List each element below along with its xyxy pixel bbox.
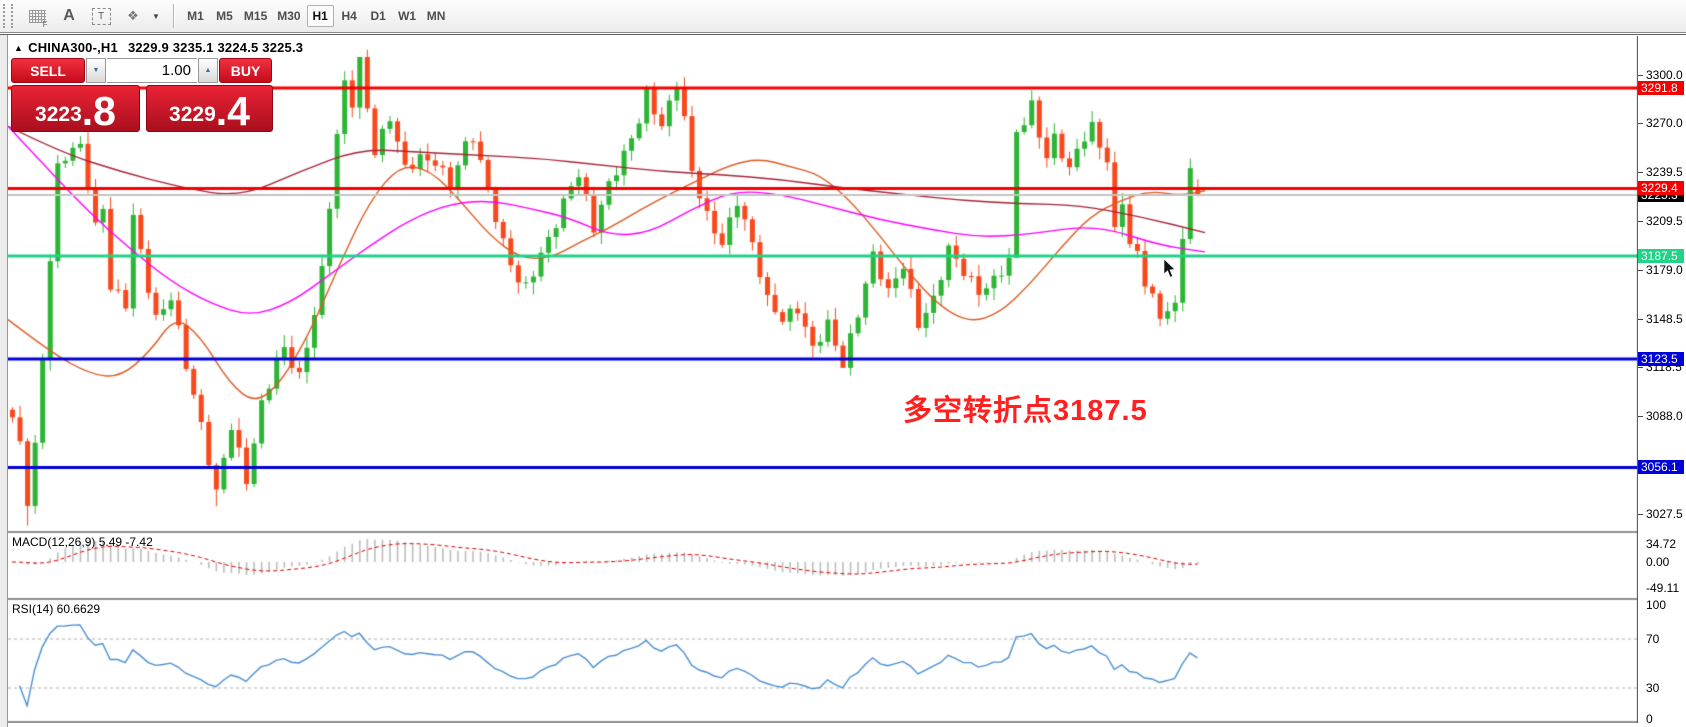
price-tick-label: 3270.0 — [1638, 116, 1683, 131]
timeframe-group: M1 M5 M15 M30 H1 H4 D1 W1 MN — [181, 5, 451, 27]
buy-price-fraction: .4 — [215, 88, 250, 135]
timeframe-button-m15[interactable]: M15 — [243, 9, 268, 23]
macd-scale-label: 34.72 — [1646, 537, 1677, 551]
timeframe-button-mn[interactable]: MN — [426, 9, 446, 23]
price-tick-label: 3239.5 — [1638, 165, 1683, 180]
toolbar-grip[interactable] — [3, 4, 13, 28]
timeframe-button-h4[interactable]: H4 — [341, 9, 357, 23]
chart-canvas[interactable] — [8, 36, 1638, 723]
shapes-dropdown-caret-icon[interactable]: ▼ — [152, 11, 160, 21]
price-tick-label: 3300.0 — [1638, 67, 1683, 82]
collapse-panel-icon[interactable]: ▲ — [14, 43, 24, 53]
window-left-border — [0, 35, 8, 727]
price-tick-label: 3148.5 — [1638, 311, 1683, 326]
shapes-icon: ❖ — [127, 8, 139, 23]
buy-button[interactable]: BUY — [219, 58, 272, 83]
sell-price-fraction: .8 — [81, 88, 116, 135]
text-label-icon: A — [63, 7, 75, 24]
chart-title: ▲ CHINA300-,H1 3229.9 3235.1 3224.5 3225.3 — [14, 40, 303, 55]
price-tick-label: 3209.5 — [1638, 213, 1683, 228]
toolbar-separator — [172, 4, 174, 28]
price-badge: 3291.8 — [1638, 81, 1684, 95]
rsi-scale-label: 70 — [1646, 632, 1660, 646]
volume-input[interactable] — [107, 58, 197, 83]
timeframe-button-h1[interactable]: H1 — [306, 5, 334, 27]
rsi-scale-label: 100 — [1646, 598, 1667, 612]
price-badge: 3056.1 — [1638, 460, 1684, 475]
buy-price-main: 3229 — [169, 103, 216, 126]
fibonacci-tool-button[interactable]: F — [23, 3, 51, 29]
text-box-icon: T — [91, 7, 111, 25]
sell-price-main: 3223 — [35, 103, 82, 126]
macd-indicator-label: MACD(12,26,9) 5.49 -7.42 — [12, 535, 153, 549]
price-badge: 3229.4 — [1638, 181, 1684, 196]
timeframe-button-d1[interactable]: D1 — [370, 9, 386, 23]
sell-button[interactable]: SELL — [11, 58, 85, 83]
price-tick-label: 3179.0 — [1638, 262, 1683, 277]
chart-window: ▲ CHINA300-,H1 3229.9 3235.1 3224.5 3225.3… — [0, 34, 1686, 727]
price-badge: 3187.5 — [1638, 248, 1684, 263]
rsi-scale-label: 0 — [1646, 712, 1653, 726]
annotation-text: 多空转折点3187.5 — [903, 395, 1148, 427]
price-badge: 3123.5 — [1638, 351, 1684, 366]
price-axis: 3300.0 3270.0 3239.5 3209.5 3179.0 3148.5 3118… — [1638, 36, 1686, 726]
shapes-tool-button[interactable]: ❖ — [119, 3, 147, 29]
toolbar: F A T ❖ ▼ M1 M5 M15 M30 H1 H4 D1 W1 MN — [0, 0, 1686, 33]
timeframe-button-m1[interactable]: M1 — [187, 9, 204, 23]
text-box-tool-button[interactable]: T — [87, 3, 115, 29]
one-click-trade-panel: SELL ▼ ▲ BUY 3223.8 3229.4 — [11, 58, 273, 132]
rsi-scale-label: 30 — [1646, 681, 1660, 695]
rsi-indicator-label: RSI(14) 60.6629 — [12, 602, 101, 616]
symbol-period-label: CHINA300-,H1 — [28, 40, 118, 55]
volume-decrease-button[interactable]: ▼ — [86, 58, 106, 83]
sell-price-box[interactable]: 3223.8 — [11, 85, 140, 132]
volume-increase-button[interactable]: ▲ — [198, 58, 218, 83]
timeframe-button-m5[interactable]: M5 — [216, 9, 233, 23]
timeframe-button-m30[interactable]: M30 — [277, 9, 301, 23]
macd-scale-label: 0.00 — [1646, 555, 1670, 569]
price-tick-label: 3027.5 — [1638, 506, 1683, 521]
timeframe-button-w1[interactable]: W1 — [398, 9, 417, 23]
macd-scale-label: -49.11 — [1646, 581, 1680, 595]
ohlc-values: 3229.9 3235.1 3224.5 3225.3 — [127, 40, 304, 55]
mouse-cursor — [1163, 259, 1176, 278]
buy-price-box[interactable]: 3229.4 — [146, 85, 273, 132]
fibonacci-grid-icon: F — [28, 9, 48, 29]
price-tick-label: 3088.0 — [1638, 409, 1683, 424]
text-label-tool-button[interactable]: A — [55, 3, 83, 29]
